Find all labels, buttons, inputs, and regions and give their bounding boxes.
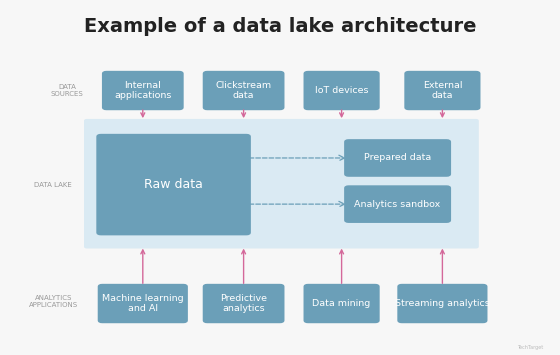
FancyBboxPatch shape (102, 71, 184, 110)
Text: DATA
SOURCES: DATA SOURCES (51, 84, 83, 97)
FancyBboxPatch shape (304, 284, 380, 323)
FancyBboxPatch shape (344, 185, 451, 223)
FancyBboxPatch shape (203, 71, 284, 110)
FancyBboxPatch shape (84, 119, 479, 248)
Text: Data mining: Data mining (312, 299, 371, 308)
FancyBboxPatch shape (97, 284, 188, 323)
FancyBboxPatch shape (203, 284, 284, 323)
Text: Raw data: Raw data (144, 178, 203, 191)
FancyBboxPatch shape (96, 134, 251, 235)
Text: Analytics sandbox: Analytics sandbox (354, 200, 441, 209)
Text: TechTarget: TechTarget (517, 345, 543, 350)
FancyBboxPatch shape (398, 284, 487, 323)
FancyBboxPatch shape (404, 71, 480, 110)
FancyBboxPatch shape (304, 71, 380, 110)
FancyBboxPatch shape (344, 139, 451, 177)
Text: Predictive
analytics: Predictive analytics (220, 294, 267, 313)
Text: Clickstream
data: Clickstream data (216, 81, 272, 100)
Text: Prepared data: Prepared data (364, 153, 431, 163)
Text: Internal
applications: Internal applications (114, 81, 171, 100)
Text: IoT devices: IoT devices (315, 86, 368, 95)
Text: External
data: External data (423, 81, 462, 100)
Text: Streaming analytics: Streaming analytics (395, 299, 490, 308)
Text: ANALYTICS
APPLICATIONS: ANALYTICS APPLICATIONS (29, 295, 78, 308)
Text: DATA LAKE: DATA LAKE (34, 182, 72, 187)
Text: Machine learning
and AI: Machine learning and AI (102, 294, 184, 313)
Text: Example of a data lake architecture: Example of a data lake architecture (84, 17, 476, 36)
